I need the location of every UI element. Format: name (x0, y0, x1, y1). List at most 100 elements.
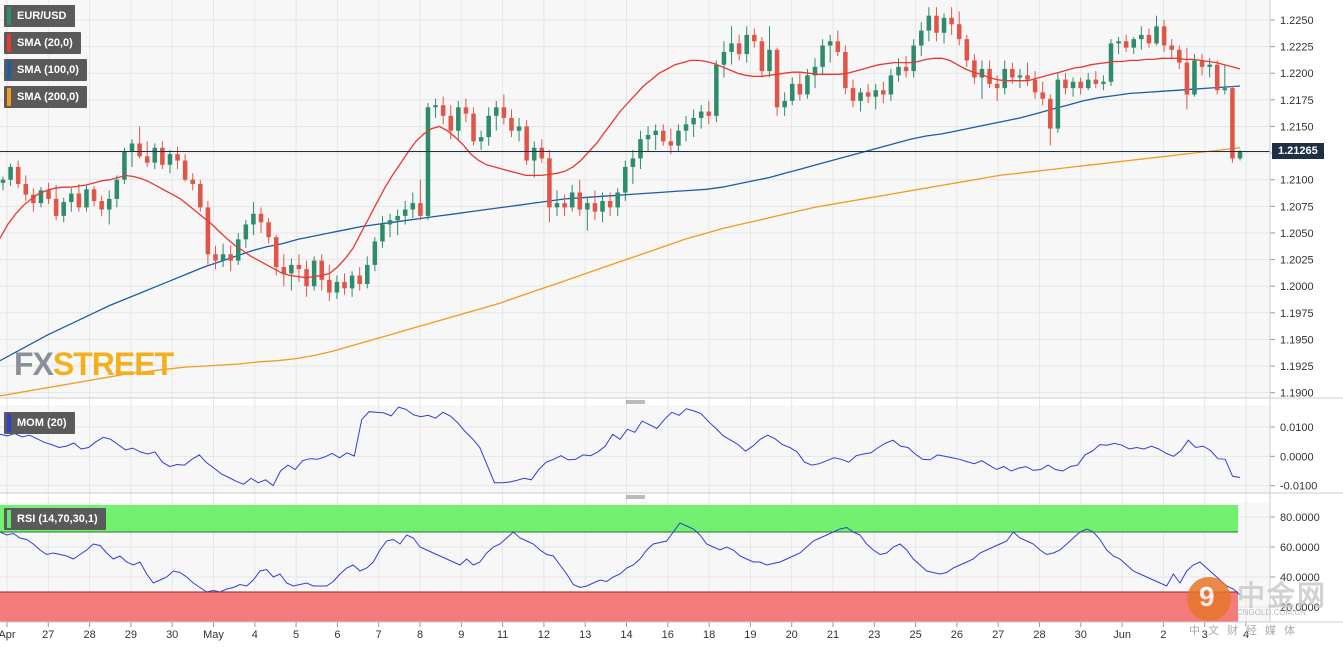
candle-body (585, 203, 590, 210)
legend-color-swatch (7, 414, 11, 432)
candle-body (789, 83, 795, 101)
candle-body (539, 147, 545, 159)
legend-sma100[interactable]: SMA (100,0) (4, 59, 87, 81)
x-tick-label: 6 (334, 629, 340, 641)
candle-body (531, 147, 537, 161)
candle-body (402, 209, 408, 216)
legend-color-swatch (7, 88, 11, 106)
x-tick-label: 26 (951, 629, 963, 641)
candle-body (683, 124, 689, 131)
candle (380, 215, 385, 248)
candle-body (327, 279, 332, 293)
legend-momentum[interactable]: MOM (20) (4, 412, 75, 434)
candle (827, 34, 833, 63)
candle (577, 179, 583, 216)
candle-body (911, 45, 916, 72)
candle-body (850, 88, 856, 101)
candle-body (994, 83, 1000, 89)
candle (547, 149, 552, 223)
candle-body (1222, 88, 1228, 91)
candle (729, 26, 734, 65)
candle-body (706, 111, 712, 116)
candle-body (8, 166, 13, 180)
candle-body (752, 34, 757, 42)
resize-handle-1[interactable] (626, 400, 645, 404)
sma200-line (0, 147, 1241, 397)
candle (1070, 77, 1076, 97)
candle (1078, 77, 1083, 95)
candle (31, 188, 36, 212)
candle (1222, 64, 1228, 95)
x-tick-label: 13 (579, 629, 591, 641)
candle-body (562, 203, 567, 208)
candle-body (1192, 60, 1197, 95)
candle-body (516, 126, 522, 131)
candle-body (448, 115, 454, 131)
x-tick-label: 30 (1075, 629, 1087, 641)
x-tick-label: 20 (786, 629, 798, 641)
cngold-name: 中金网 (1237, 580, 1328, 611)
x-tick-label: 12 (538, 629, 550, 641)
candle-body (1093, 79, 1099, 84)
candle-body (84, 189, 89, 208)
resize-handle-2[interactable] (626, 495, 645, 499)
candle (987, 60, 992, 89)
candle-body (797, 83, 803, 95)
x-tick-label: 23 (868, 629, 880, 641)
candle-body (266, 222, 271, 238)
candle (76, 183, 82, 212)
candle (873, 83, 878, 110)
candle-body (881, 90, 886, 95)
x-tick-label: Apr (0, 629, 16, 641)
cngold-watermark: 9 中金网 CNGOLD.COM.CN 中文财经媒体 (1185, 572, 1335, 642)
candle (630, 149, 636, 184)
candle-body (175, 154, 180, 161)
candle (160, 141, 165, 170)
candle (752, 28, 757, 48)
price-y-tick-label: 1.2100 (1280, 175, 1314, 187)
legend-sma200[interactable]: SMA (200,0) (4, 86, 87, 108)
candle (1116, 37, 1121, 55)
candle (281, 254, 287, 287)
candle (91, 186, 97, 207)
candle (881, 81, 886, 104)
candle (1161, 19, 1167, 52)
x-tick-label: 2 (1160, 629, 1166, 641)
candle-body (721, 51, 727, 65)
candle-body (53, 198, 59, 216)
candle (956, 11, 962, 46)
candle (789, 77, 795, 106)
price-y-tick-label: 1.2050 (1280, 228, 1314, 240)
candle (61, 197, 66, 223)
candle (198, 179, 203, 212)
candle (0, 176, 6, 191)
x-tick-label: 29 (125, 629, 137, 641)
legend-sma20[interactable]: SMA (20,0) (4, 32, 81, 54)
candle-body (289, 264, 294, 274)
candle (273, 235, 279, 276)
cngold-logo-glyph: 9 (1199, 581, 1215, 612)
candle-body (888, 75, 894, 95)
price-y-tick-label: 1.2175 (1280, 95, 1314, 107)
candle (736, 34, 742, 61)
candle-body (926, 15, 932, 31)
legend-eurusd[interactable]: EUR/USD (4, 5, 75, 27)
cngold-logo-icon: 9 (1187, 577, 1231, 621)
candle (516, 117, 522, 142)
candle (433, 98, 438, 118)
mom-y-tick-label: 0.0100 (1280, 422, 1314, 434)
candle (600, 192, 605, 223)
candle (266, 218, 271, 244)
candle (1214, 60, 1220, 95)
candle-body (987, 68, 992, 84)
candle (820, 39, 825, 76)
candle (865, 83, 871, 104)
candle-body (296, 264, 302, 270)
candle (668, 128, 674, 155)
candle (213, 245, 218, 270)
candle-body (61, 202, 66, 216)
candle-body (554, 203, 560, 208)
legend-rsi[interactable]: RSI (14,70,30,1) (4, 508, 106, 530)
candle-body (23, 183, 29, 195)
x-tick-label: 5 (293, 629, 299, 641)
